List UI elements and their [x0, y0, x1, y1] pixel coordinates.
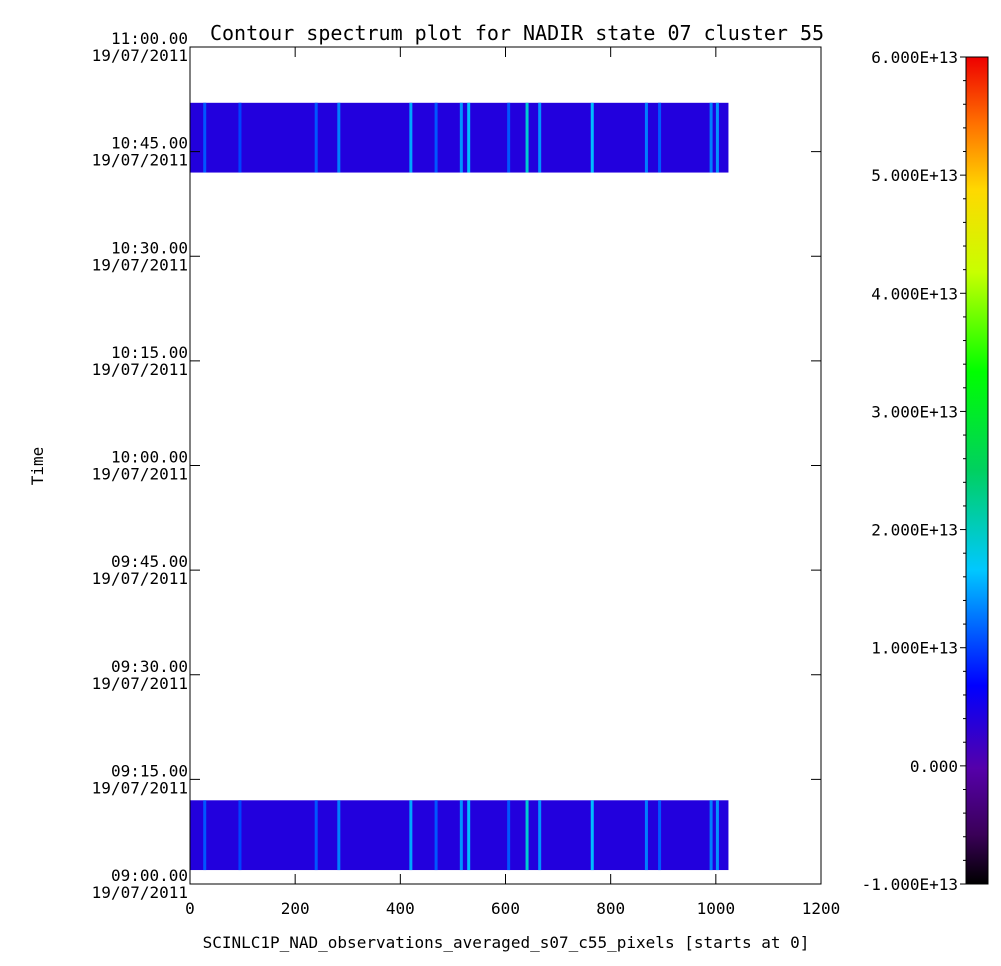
bright-column: [314, 102, 318, 173]
y-axis-label: Time: [28, 447, 47, 486]
bright-column: [337, 800, 341, 871]
colorbar-tick-label: -1.000E+13: [862, 875, 958, 894]
bright-column: [203, 102, 207, 173]
y-tick-label-date: 19/07/2011: [92, 151, 188, 170]
bright-column: [238, 102, 242, 173]
heatmap-layer: [190, 102, 729, 871]
x-tick-label: 800: [596, 899, 625, 918]
bright-column: [590, 102, 594, 173]
bright-column: [467, 800, 471, 871]
x-tick-label: 1000: [697, 899, 736, 918]
bright-column: [709, 800, 713, 871]
bright-column: [644, 102, 648, 173]
y-tick-label-time: 09:00.00: [111, 866, 188, 885]
y-tick-label-date: 19/07/2011: [92, 360, 188, 379]
y-tick-label-time: 09:45.00: [111, 552, 188, 571]
y-axis: 11:00.0019/07/201110:45.0019/07/201110:3…: [92, 29, 821, 902]
bright-column: [644, 800, 648, 871]
colorbar: [965, 56, 989, 885]
data-block: [190, 102, 729, 173]
y-tick-label-time: 10:45.00: [111, 134, 188, 153]
y-tick-label-date: 19/07/2011: [92, 778, 188, 797]
y-tick-label-time: 09:15.00: [111, 761, 188, 780]
bright-column: [715, 800, 719, 871]
bright-column: [459, 102, 463, 173]
x-tick-label: 200: [281, 899, 310, 918]
x-tick-label: 400: [386, 899, 415, 918]
colorbar-tick-label: 3.000E+13: [871, 402, 958, 421]
bright-column: [459, 800, 463, 871]
data-block: [190, 800, 729, 871]
x-axis: 0 200 400 600 800 1000 1200: [185, 47, 840, 918]
y-tick-label-date: 19/07/2011: [92, 674, 188, 693]
bright-column: [507, 102, 511, 173]
bright-column: [538, 102, 542, 173]
bright-column: [507, 800, 511, 871]
bright-column: [409, 800, 413, 871]
bright-column: [709, 102, 713, 173]
bright-column: [434, 800, 438, 871]
y-tick-label-date: 19/07/2011: [92, 255, 188, 274]
bright-column: [525, 102, 529, 173]
bright-column: [538, 800, 542, 871]
bright-column: [658, 102, 662, 173]
y-tick-label-time: 09:30.00: [111, 657, 188, 676]
colorbar-tick-label: 0.000: [910, 757, 958, 776]
y-tick-label-time: 11:00.00: [111, 29, 188, 48]
colorbar-axis: 6.000E+13 5.000E+13 4.000E+13 3.000E+13 2.00…: [862, 48, 966, 894]
bright-column: [590, 800, 594, 871]
bright-column: [434, 102, 438, 173]
bright-column: [525, 800, 529, 871]
bright-column: [658, 800, 662, 871]
colorbar-tick-label: 1.000E+13: [871, 639, 958, 658]
bright-column: [409, 102, 413, 173]
x-tick-label: 0: [185, 899, 195, 918]
x-tick-label: 1200: [802, 899, 841, 918]
bright-column: [203, 800, 207, 871]
bright-column: [238, 800, 242, 871]
colorbar-tick-label: 5.000E+13: [871, 166, 958, 185]
colorbar-tick-label: 4.000E+13: [871, 284, 958, 303]
x-tick-label: 600: [491, 899, 520, 918]
colorbar-tick-label: 6.000E+13: [871, 48, 958, 67]
colorbar-tick-label: 2.000E+13: [871, 521, 958, 540]
y-tick-label-time: 10:30.00: [111, 238, 188, 257]
y-tick-label-time: 10:00.00: [111, 448, 188, 467]
bright-column: [715, 102, 719, 173]
bright-column: [314, 800, 318, 871]
bright-column: [467, 102, 471, 173]
y-tick-label-date: 19/07/2011: [92, 465, 188, 484]
y-tick-label-time: 10:15.00: [111, 343, 188, 362]
y-tick-label-date: 19/07/2011: [92, 46, 188, 65]
chart-title: Contour spectrum plot for NADIR state 07…: [210, 21, 824, 45]
y-tick-label-date: 19/07/2011: [92, 883, 188, 902]
y-tick-label-date: 19/07/2011: [92, 569, 188, 588]
x-axis-label: SCINLC1P_NAD_observations_averaged_s07_c…: [203, 933, 810, 952]
bright-column: [337, 102, 341, 173]
